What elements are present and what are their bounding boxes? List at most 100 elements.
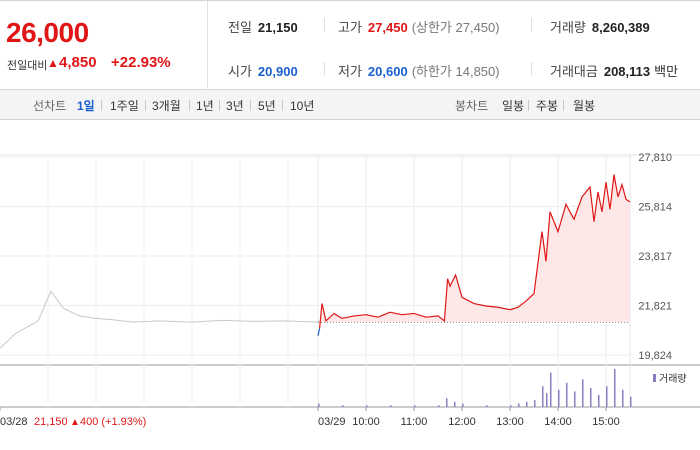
stat-volume: 거래량 8,260,389 (550, 17, 650, 36)
divider (531, 18, 532, 32)
intraday-chart: 27,810 25,814 23,817 21,821 19,824 03/29 10:00… (0, 152, 700, 428)
y-tick-label: 19,824 (638, 350, 672, 362)
stat-label: 거래대금 (550, 64, 598, 79)
stat-label: 전일 (228, 20, 252, 35)
price-box: 26,000 전일대비 ▲ 4,850 +22.93% (0, 1, 208, 90)
stat-value: 27,450 (367, 20, 408, 35)
y-tick-label: 25,814 (638, 201, 672, 213)
current-price: 26,000 (6, 17, 89, 48)
divider (145, 100, 146, 111)
prev-day-series (0, 290, 319, 349)
volume-bar (526, 401, 528, 407)
stat-sub: (하한가 14,850) (411, 64, 500, 79)
today-series (317, 174, 631, 336)
chart-grid (0, 154, 700, 411)
stat-value: 208,113 (603, 64, 651, 79)
stat-unit: 백만 (654, 64, 679, 79)
x-tick-label: 13:00 (496, 416, 524, 428)
volume-bar (414, 405, 416, 407)
volume-bar (510, 405, 512, 407)
stat-prev-close: 전일 21,150 (228, 17, 298, 36)
prev-day-arrow-icon: ▲ (70, 417, 80, 428)
period-10y[interactable]: 10년 (290, 99, 315, 113)
volume-legend-swatch (653, 374, 656, 382)
line-chart-label: 선차트 (33, 99, 67, 113)
divider (219, 100, 220, 111)
x-tick-label: 10:00 (352, 416, 380, 428)
volume-bar (582, 379, 584, 407)
prev-day-change: 400 (+1.93%) (80, 416, 146, 428)
stat-high: 고가 27,450 (상한가 27,450) (338, 17, 500, 36)
volume-bar (590, 388, 592, 407)
y-tick-label: 27,810 (638, 152, 672, 164)
divider (101, 100, 102, 111)
volume-bar (342, 405, 344, 407)
divider (531, 62, 532, 76)
axis-labels: 27,810 25,814 23,817 21,821 19,824 03/29 10:00… (0, 152, 687, 428)
volume-bar (486, 405, 488, 407)
period-1y[interactable]: 1년 (196, 99, 214, 113)
x-tick-label: 15:00 (592, 416, 620, 428)
volume-bar (622, 389, 624, 407)
summary-header: 26,000 전일대비 ▲ 4,850 +22.93% 전일 21,150 고가 2… (0, 0, 700, 90)
stat-label: 시가 (228, 64, 252, 79)
volume-bar (550, 372, 552, 407)
candle-chart-label: 봉차트 (455, 99, 489, 113)
price-line-down (317, 328, 321, 336)
period-3m[interactable]: 3개월 (152, 99, 181, 113)
stat-low: 저가 20,600 (하한가 14,850) (338, 61, 500, 80)
volume-legend: 거래량 (659, 373, 687, 385)
volume-bar (630, 396, 632, 407)
divider (563, 100, 564, 111)
volume-bar (366, 405, 368, 407)
volume-bar (446, 398, 448, 407)
x-tick-label: 14:00 (544, 416, 572, 428)
divider (528, 100, 529, 111)
volume-bar (390, 405, 392, 407)
chart-toolbar: 선차트 1일 1주일 3개월 1년 3년 5년 10년 봉차트 일봉 주봉 월봉 (0, 90, 700, 120)
candle-weekly[interactable]: 주봉 (536, 99, 559, 113)
divider (324, 18, 325, 32)
divider (324, 62, 325, 76)
price-line-up (319, 174, 631, 329)
volume-bar (574, 391, 576, 407)
candle-daily[interactable]: 일봉 (502, 99, 525, 113)
change-percent: +22.93% (111, 54, 171, 71)
candle-monthly[interactable]: 월봉 (573, 99, 596, 113)
stat-value: 8,260,389 (591, 20, 650, 35)
volume-bar (558, 389, 560, 407)
period-1w[interactable]: 1주일 (110, 99, 139, 113)
change-label: 전일대비 (7, 60, 48, 72)
volume-bar (614, 369, 616, 407)
volume-bar (606, 386, 608, 407)
stat-value: 20,900 (257, 64, 298, 79)
period-1d[interactable]: 1일 (77, 99, 95, 113)
period-5y[interactable]: 5년 (258, 99, 276, 113)
stat-label: 저가 (338, 64, 362, 79)
volume-bars (318, 369, 632, 407)
volume-bar (542, 386, 544, 407)
x-tick-label: 11:00 (401, 416, 428, 428)
up-arrow-icon: ▲ (47, 56, 59, 70)
prev-day-date: 03/28 (0, 416, 28, 428)
stat-label: 고가 (338, 20, 362, 35)
price-area-fill (319, 174, 630, 329)
divider (189, 100, 190, 111)
x-tick-label: 12:00 (448, 416, 476, 428)
divider (250, 100, 251, 111)
divider (282, 100, 283, 111)
change-value: 4,850 (59, 54, 97, 71)
stat-sub: (상한가 27,450) (411, 20, 500, 35)
volume-bar (454, 401, 456, 407)
stat-value: 21,150 (257, 20, 298, 35)
stat-value: 20,600 (367, 64, 408, 79)
volume-bar (438, 405, 440, 407)
stat-open: 시가 20,900 (228, 61, 298, 80)
volume-bar (534, 400, 536, 407)
y-tick-label: 21,821 (638, 300, 672, 312)
period-3y[interactable]: 3년 (226, 99, 244, 113)
prev-day-close: 21,150 (34, 416, 68, 428)
volume-bar (462, 403, 464, 407)
volume-bar (598, 394, 600, 407)
x-tick-label: 03/29 (318, 416, 346, 428)
